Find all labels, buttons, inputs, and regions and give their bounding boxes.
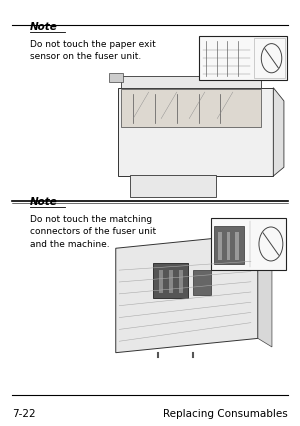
Text: Note: Note <box>30 22 58 32</box>
Bar <box>118 89 273 177</box>
Text: Note: Note <box>30 196 58 206</box>
Bar <box>178 270 183 293</box>
Bar <box>130 175 216 197</box>
Bar <box>235 233 238 260</box>
Polygon shape <box>258 234 272 347</box>
Bar <box>121 89 261 128</box>
Text: Do not touch the paper exit
sensor on the fuser unit.: Do not touch the paper exit sensor on th… <box>30 40 156 61</box>
Bar <box>169 270 173 293</box>
Bar <box>114 34 291 181</box>
Text: Replacing Consumables: Replacing Consumables <box>163 409 288 418</box>
Bar <box>159 270 163 293</box>
Bar <box>153 263 188 299</box>
Polygon shape <box>116 234 258 353</box>
Bar <box>109 74 123 83</box>
Bar <box>114 213 290 356</box>
Bar <box>226 233 230 260</box>
Bar <box>254 39 285 79</box>
Polygon shape <box>273 89 284 177</box>
Bar <box>193 270 211 296</box>
Bar <box>211 219 286 270</box>
Bar <box>214 227 244 264</box>
Polygon shape <box>121 77 261 89</box>
Text: Do not touch the matching
connectors of the fuser unit
and the machine.: Do not touch the matching connectors of … <box>30 215 156 248</box>
Bar <box>218 233 222 260</box>
Text: 7-22: 7-22 <box>12 409 36 418</box>
Bar <box>199 37 287 81</box>
